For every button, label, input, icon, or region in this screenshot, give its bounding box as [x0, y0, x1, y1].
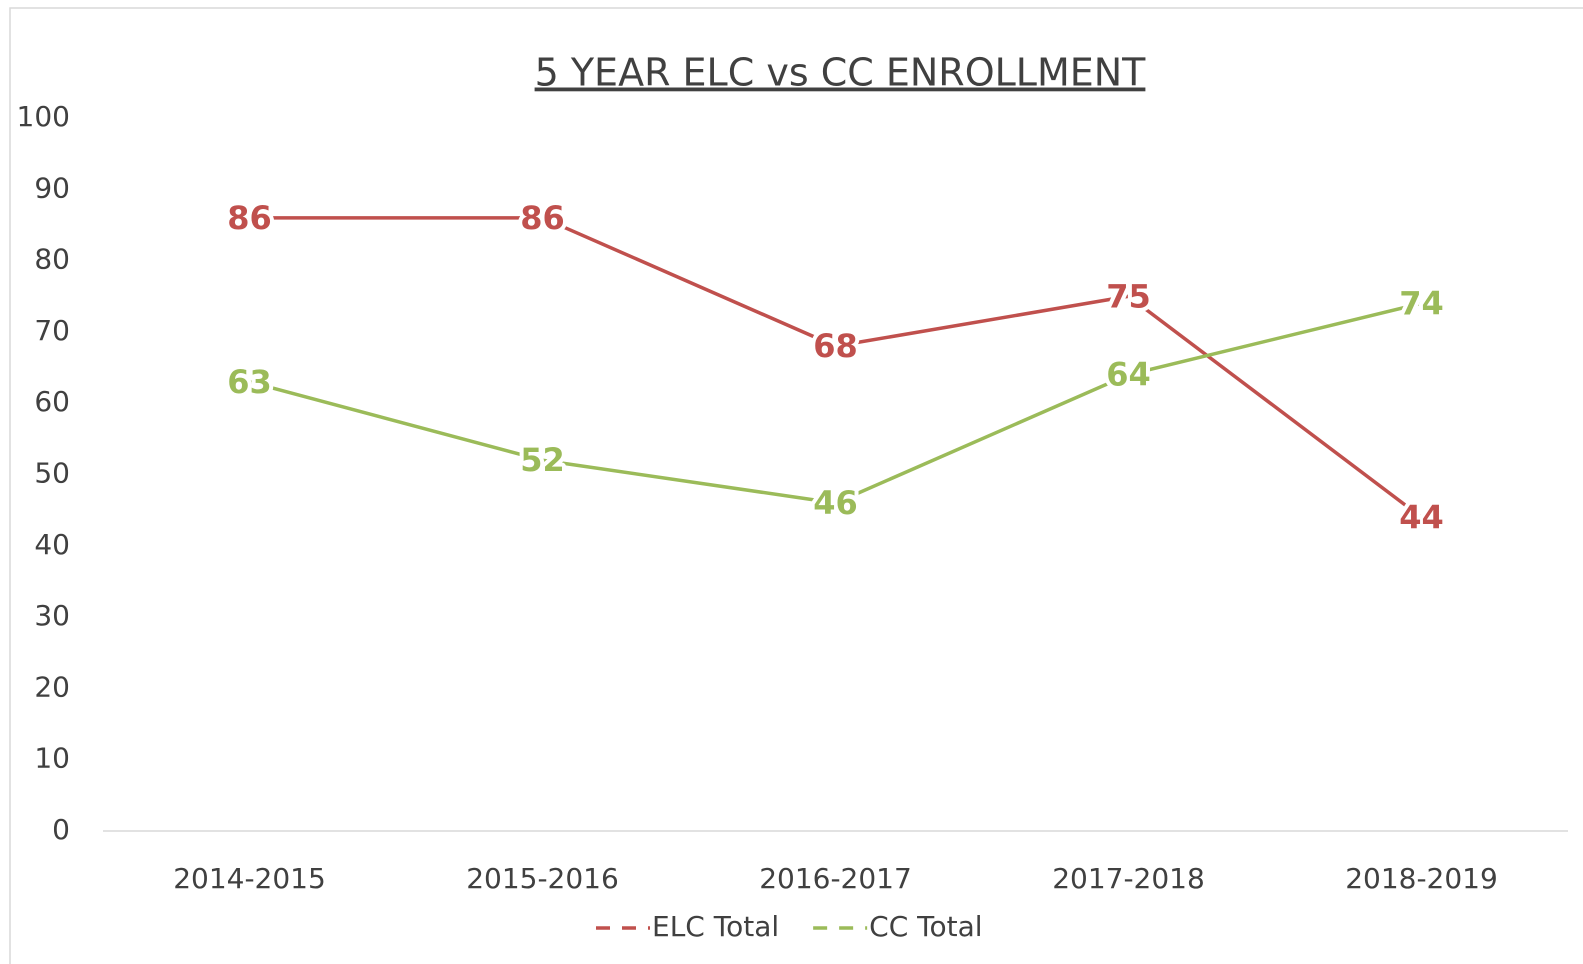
y-tick-label: 40 [34, 528, 70, 561]
series-line [249, 301, 1422, 505]
y-tick-label: 70 [34, 314, 70, 347]
data-label: 74 [1399, 284, 1444, 322]
data-label: 68 [813, 327, 858, 365]
y-tick-label: 20 [34, 670, 70, 703]
data-label: 86 [227, 199, 272, 237]
y-tick-label: 80 [34, 243, 70, 276]
y-tick-label: 90 [34, 171, 70, 204]
y-tick-label: 100 [17, 100, 70, 133]
chart-border [9, 7, 1583, 964]
y-tick-label: 0 [52, 813, 70, 846]
legend-label: CC Total [869, 910, 982, 943]
series-line [249, 216, 1423, 519]
legend-label: ELC Total [652, 910, 779, 943]
data-label: 63 [227, 363, 272, 401]
y-tick-label: 30 [34, 599, 70, 632]
x-tick-label: 2015-2016 [466, 862, 619, 895]
y-tick-label: 60 [34, 385, 70, 418]
y-tick-label: 50 [34, 457, 70, 490]
x-tick-label: 2018-2019 [1345, 862, 1498, 895]
data-label: 64 [1106, 356, 1151, 394]
data-label: 46 [813, 484, 858, 522]
y-tick-label: 10 [34, 742, 70, 775]
x-tick-label: 2017-2018 [1052, 862, 1205, 895]
data-label: 75 [1106, 277, 1151, 315]
data-label: 52 [520, 441, 565, 479]
data-label: 44 [1399, 498, 1444, 536]
x-tick-label: 2014-2015 [173, 862, 326, 895]
data-label: 86 [520, 199, 565, 237]
x-tick-label: 2016-2017 [759, 862, 912, 895]
chart-title: 5 YEAR ELC vs CC ENROLLMENT [535, 51, 1147, 95]
